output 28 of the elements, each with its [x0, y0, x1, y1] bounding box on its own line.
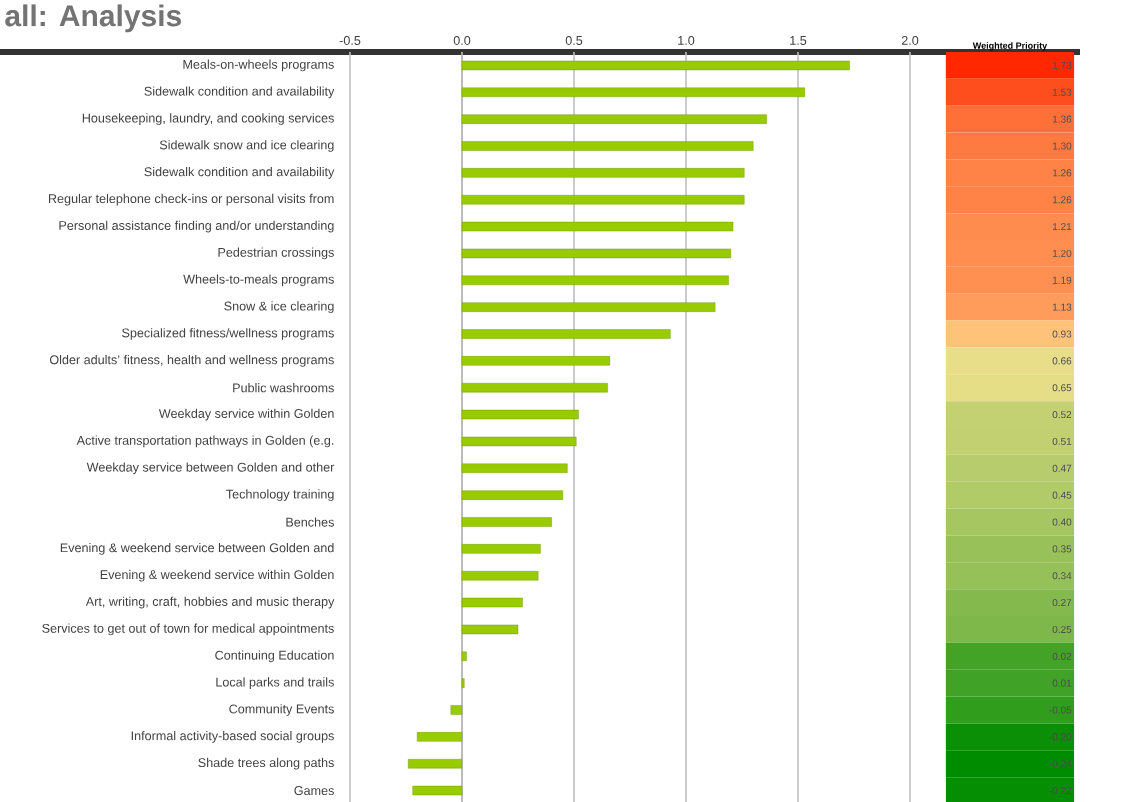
bar	[461, 195, 745, 205]
bar	[461, 248, 731, 259]
bar	[461, 517, 552, 527]
bar	[461, 168, 745, 178]
bar	[461, 624, 519, 635]
bar	[461, 597, 523, 608]
bar	[461, 87, 805, 97]
bar	[461, 141, 754, 151]
bar	[417, 732, 463, 742]
bar	[461, 275, 729, 285]
text: all: Analysis	[5, 4, 181, 33]
bar	[461, 651, 467, 661]
bar	[450, 705, 463, 715]
bar	[461, 571, 539, 581]
bar	[461, 544, 541, 554]
bar	[461, 490, 563, 500]
bar	[461, 436, 577, 447]
bar	[461, 329, 671, 339]
bar	[461, 114, 767, 124]
bar	[461, 463, 568, 473]
bar	[461, 221, 734, 232]
bar	[461, 356, 611, 366]
bar	[461, 409, 579, 420]
bar	[461, 302, 716, 312]
bar	[408, 759, 463, 769]
bar	[412, 785, 463, 796]
bar	[461, 60, 850, 71]
bar	[461, 383, 608, 393]
